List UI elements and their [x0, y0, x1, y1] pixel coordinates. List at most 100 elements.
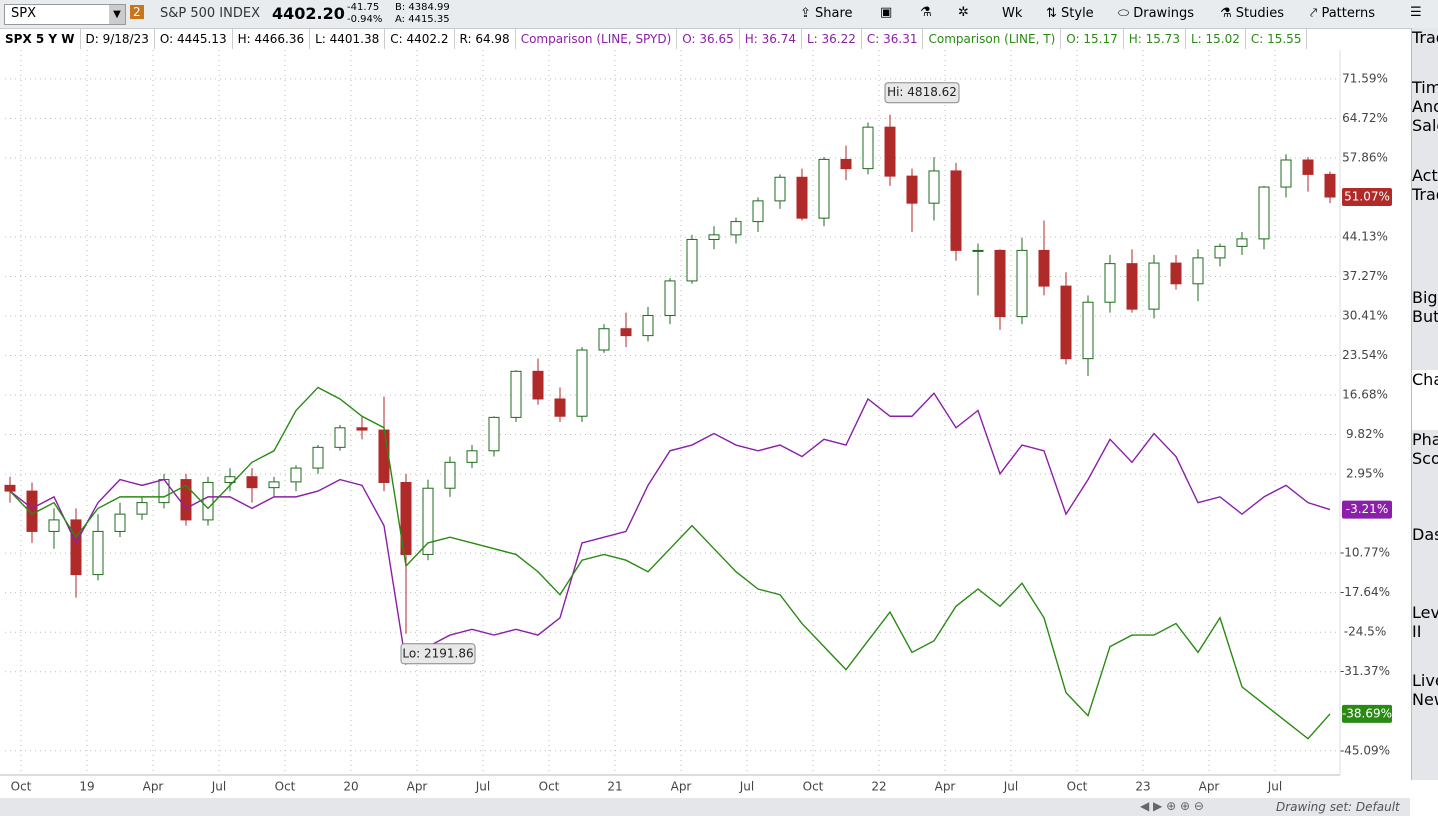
- x-tick-label: 22: [871, 780, 886, 794]
- side-tab[interactable]: Big Buttons: [1412, 288, 1438, 370]
- ohlc-item: H: 4466.36: [233, 29, 311, 49]
- tab-label: Level II: [1412, 603, 1438, 641]
- last-value-label: -38.69%: [1342, 706, 1392, 720]
- side-tab[interactable]: Trade: [1412, 28, 1438, 78]
- y-tick-label: 37.27%: [1342, 269, 1388, 283]
- candle-body: [92, 530, 104, 576]
- y-tick-label: 57.86%: [1342, 150, 1388, 164]
- candle-body: [774, 176, 786, 202]
- side-tab[interactable]: Level II: [1412, 603, 1438, 671]
- x-tick-label: Apr: [407, 780, 428, 794]
- candle-body: [994, 249, 1006, 318]
- candle-body: [334, 427, 346, 448]
- x-tick-label: Jul: [1267, 780, 1282, 794]
- x-tick-label: Oct: [275, 780, 296, 794]
- dropdown[interactable]: ▼: [109, 5, 125, 24]
- candle-body: [972, 249, 984, 252]
- symbol: SPX: [11, 6, 36, 21]
- candle-body: [1060, 285, 1072, 360]
- x-tick-label: Jul: [1003, 780, 1018, 794]
- candle-body: [1104, 263, 1116, 303]
- candle-body: [488, 416, 500, 452]
- label: Studies: [1235, 6, 1285, 21]
- candle-body: [246, 476, 258, 489]
- candle-body: [1148, 262, 1160, 310]
- x-tick-label: Apr: [671, 780, 692, 794]
- candle-body: [48, 519, 60, 532]
- y-tick-label: 9.82%: [1346, 427, 1384, 441]
- candle-body: [378, 429, 390, 483]
- menu-button[interactable]: ☰: [1410, 5, 1422, 20]
- side-tab[interactable]: Chart: [1412, 370, 1438, 430]
- share-button[interactable]: ⇪ Share: [800, 6, 853, 21]
- link-group[interactable]: 2: [130, 5, 144, 19]
- x-axis-strip: [0, 775, 1410, 798]
- x-tick-label: Apr: [1199, 780, 1220, 794]
- candle-body: [136, 502, 148, 515]
- change: -41.75: [347, 2, 380, 13]
- candle-body: [1192, 257, 1204, 285]
- x-tick-label: Jul: [739, 780, 754, 794]
- candle-body: [422, 487, 434, 555]
- icon-button[interactable]: ✲: [958, 5, 969, 20]
- icon-button[interactable]: ⚗: [920, 5, 932, 20]
- candle-body: [686, 238, 698, 282]
- x-tick-label: Apr: [143, 780, 164, 794]
- label: Patterns: [1321, 6, 1375, 21]
- footer: ◀ ▶ ⊕ ⊕ ⊖ Drawing set: Default: [0, 798, 1410, 816]
- y-tick-label: 2.95%: [1346, 467, 1384, 481]
- style-button[interactable]: ⇅ Style: [1046, 6, 1094, 21]
- candle-body: [444, 461, 456, 489]
- candle-body: [598, 328, 610, 351]
- comparison-item: O: 15.17: [1061, 29, 1124, 49]
- description: S&P 500 INDEX: [160, 6, 260, 21]
- icon-button[interactable]: ▣: [880, 5, 893, 20]
- candle-body: [180, 479, 192, 521]
- y-tick-label: -45.09%: [1340, 743, 1390, 757]
- x-tick-label: 23: [1135, 780, 1150, 794]
- candle-body: [1126, 263, 1138, 310]
- x-tick-label: Oct: [1067, 780, 1088, 794]
- candle-body: [1236, 238, 1248, 247]
- tab-label: Dashboard: [1412, 525, 1438, 544]
- label: Style: [1061, 6, 1094, 21]
- x-tick-label: Oct: [539, 780, 560, 794]
- comparison: Comparison (LINE, SPYD): [516, 29, 678, 49]
- candle-body: [950, 170, 962, 251]
- studies-button[interactable]: ⚗ Studies: [1220, 6, 1285, 21]
- last-value-label: -3.21%: [1346, 502, 1388, 516]
- comparison-line: [9, 386, 1331, 740]
- candle-body: [752, 200, 764, 223]
- tab-label: Phase Scores: [1412, 430, 1438, 468]
- drawing-set[interactable]: Drawing set: Default: [1276, 800, 1400, 814]
- candle-body: [1170, 262, 1182, 285]
- y-tick-label: -24.5%: [1344, 625, 1386, 639]
- side-tab[interactable]: Phase Scores: [1412, 430, 1438, 525]
- candle-body: [906, 175, 918, 204]
- candle-body: [70, 519, 82, 576]
- info-bar: SPX 5 Y W D: 9/18/23 O: 4445.13 H: 4466.36 L…: [0, 29, 1340, 50]
- drawings-button[interactable]: ⬭ Drawings: [1118, 6, 1195, 21]
- annotation: Lo: 2191.86: [400, 643, 476, 665]
- change-pct: -0.94%: [347, 14, 383, 25]
- patterns-button[interactable]: ⤤ Patterns: [1310, 6, 1375, 21]
- symbol-box[interactable]: SPX ▼: [4, 4, 126, 25]
- y-tick-label: -17.64%: [1340, 585, 1390, 599]
- timeframe-button[interactable]: Wk: [1002, 6, 1023, 21]
- annotation-box: [884, 82, 960, 104]
- candle-body: [642, 314, 654, 337]
- annotation-label: Lo: 2191.86: [402, 646, 473, 660]
- candle-body: [268, 481, 280, 489]
- side-tab[interactable]: Live News: [1412, 671, 1438, 751]
- side-tab[interactable]: Active Trader: [1412, 166, 1438, 288]
- candle-body: [862, 126, 874, 170]
- nav-icons[interactable]: ◀ ▶ ⊕ ⊕ ⊖: [1140, 799, 1204, 813]
- side-tab[interactable]: Dashboard: [1412, 525, 1438, 603]
- y-tick-label: -10.77%: [1340, 546, 1390, 560]
- side-tab[interactable]: Times And Sales: [1412, 78, 1438, 166]
- tab-label: Active Trader: [1412, 166, 1438, 204]
- x-tick-label: Apr: [935, 780, 956, 794]
- last-price: 4402.20: [272, 4, 345, 23]
- candle-body: [532, 370, 544, 400]
- candle-body: [466, 450, 478, 463]
